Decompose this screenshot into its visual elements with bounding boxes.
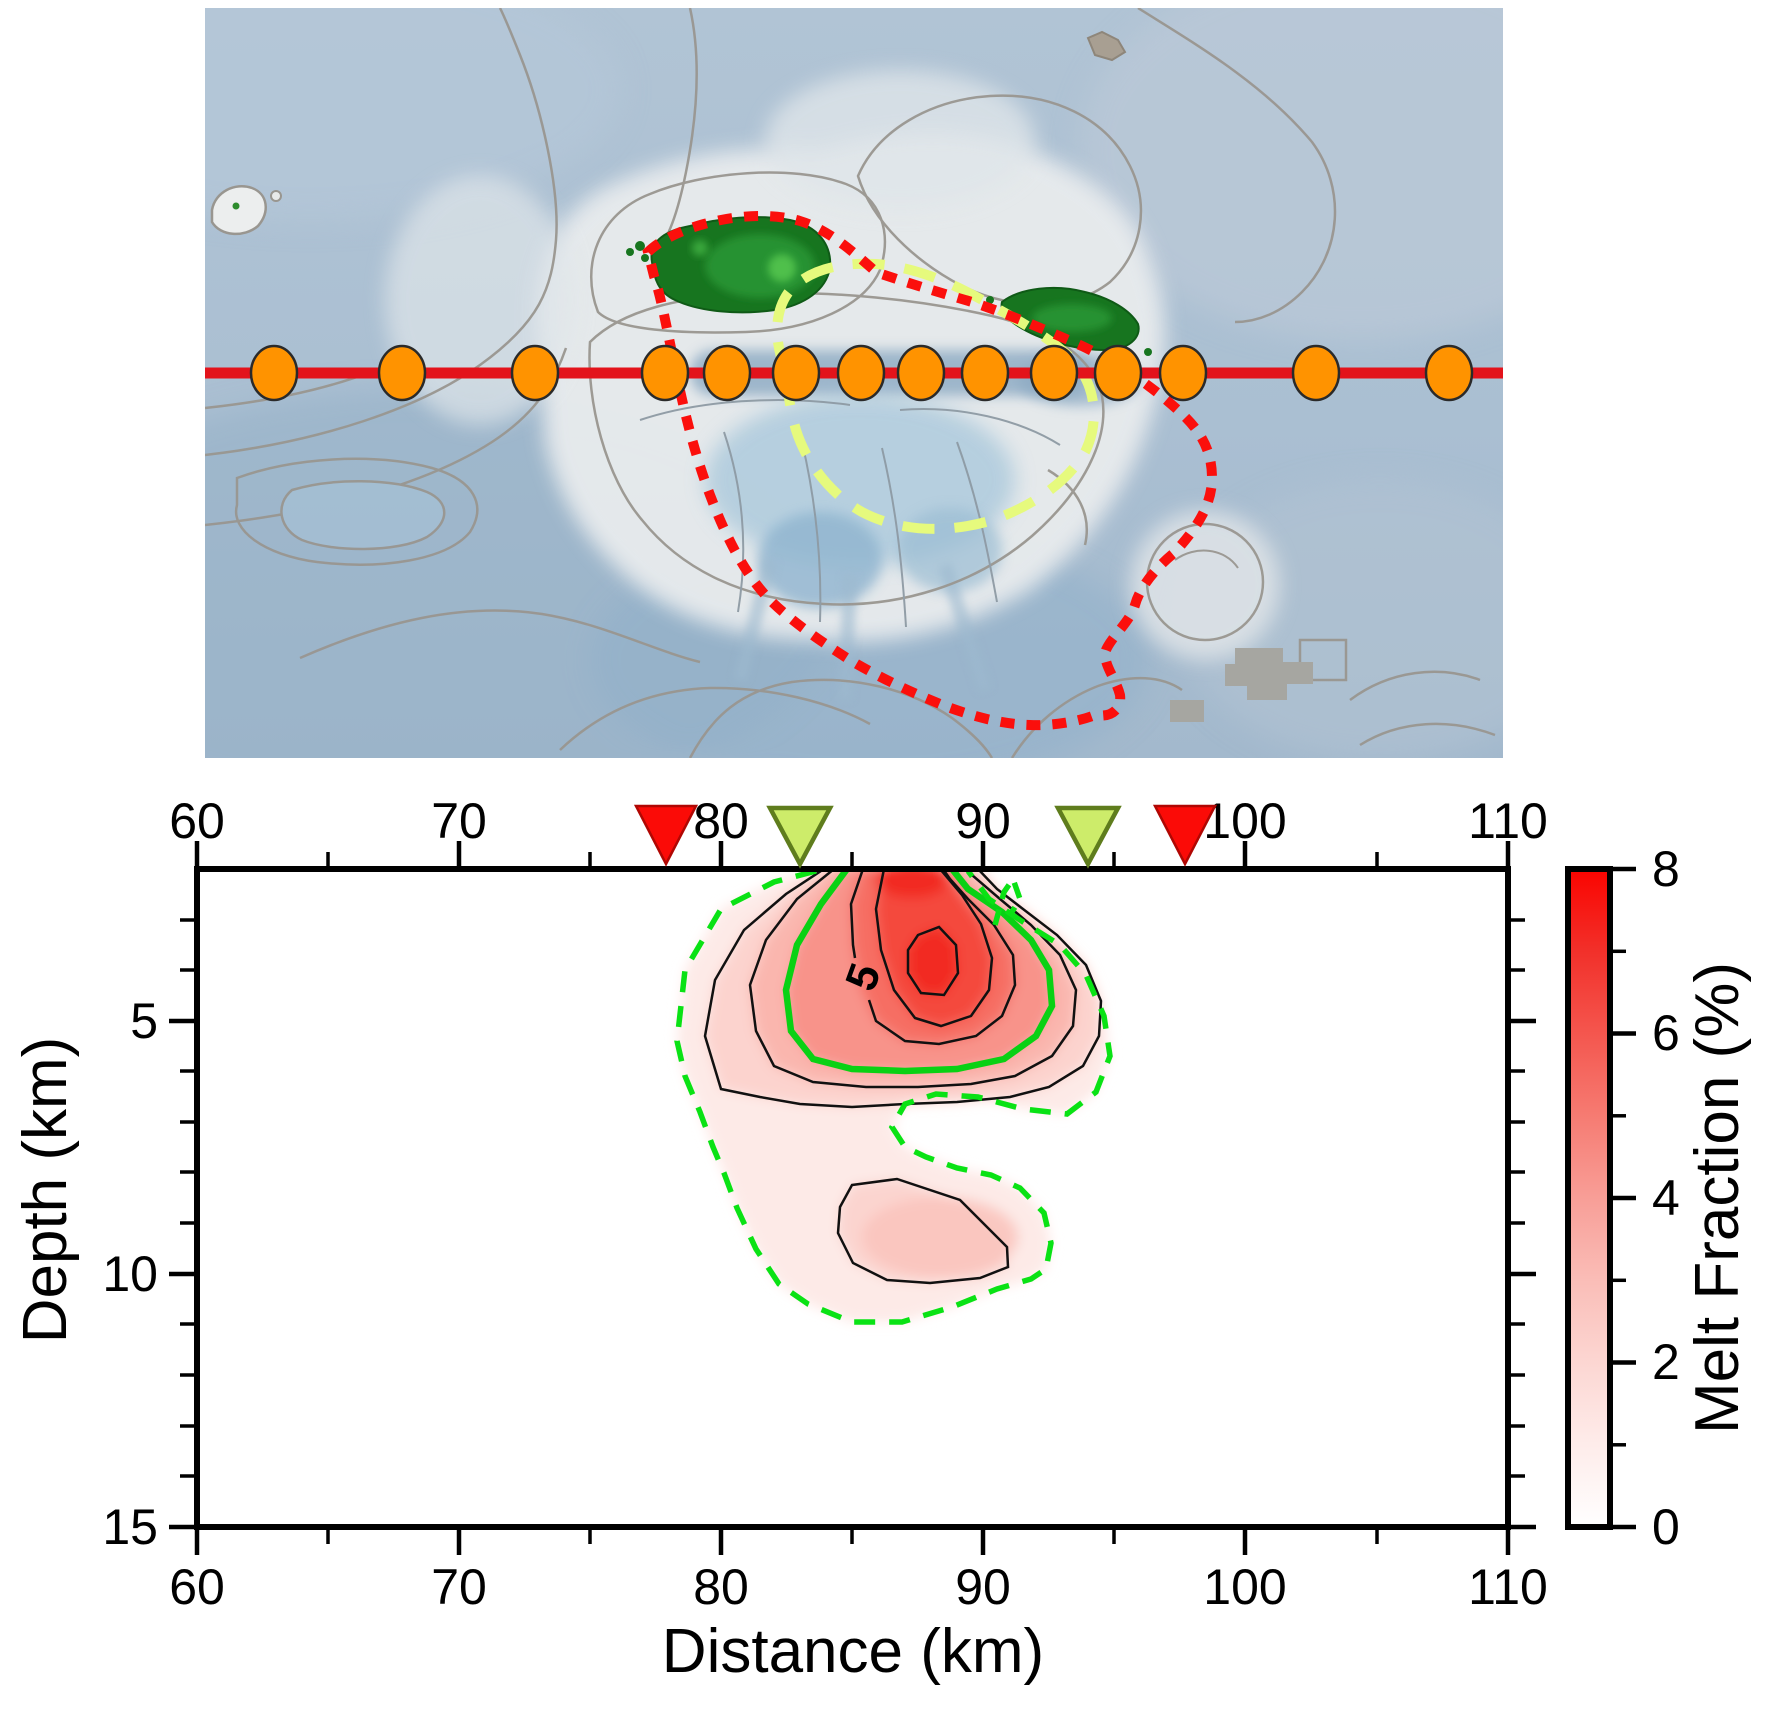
colorbar-labels: 8 6 4 2 0 bbox=[1652, 841, 1680, 1555]
colorbar-title: Melt Fraction (%) bbox=[1683, 962, 1752, 1434]
contour-3pct bbox=[748, 869, 1078, 1089]
obs-station bbox=[377, 344, 427, 402]
contour-5pct-upper bbox=[849, 869, 865, 959]
red-triangle-marker bbox=[633, 804, 699, 867]
red-dotted-caldera-outline bbox=[642, 211, 1218, 731]
lower-lobe-contour-2pct bbox=[836, 1177, 1010, 1285]
x-axis-label: Distance (km) bbox=[662, 1617, 1044, 1686]
top-tick-110: 110 bbox=[1468, 793, 1548, 849]
obs-station bbox=[249, 344, 299, 402]
lower-lobe-core bbox=[862, 1197, 1018, 1277]
colorbar-tick-8: 8 bbox=[1652, 841, 1680, 897]
left-axis-ticks bbox=[169, 918, 197, 1530]
obs-station bbox=[771, 344, 821, 402]
bathymetry-contours bbox=[205, 8, 1496, 758]
marker-triangles bbox=[633, 804, 1218, 869]
gray-landmass-blocks bbox=[1086, 30, 1313, 722]
bottom-tick-80: 80 bbox=[693, 1559, 749, 1615]
y-axis-label: Depth (km) bbox=[11, 1037, 80, 1344]
map-panel bbox=[205, 8, 1503, 758]
bottom-tick-60: 60 bbox=[169, 1559, 225, 1615]
contour-6pct bbox=[874, 869, 994, 1028]
bottom-axis-labels: 60 70 80 90 100 110 bbox=[169, 1559, 1548, 1615]
left-tick-5: 5 bbox=[130, 993, 158, 1049]
bottom-tick-90: 90 bbox=[955, 1559, 1011, 1615]
top-tick-60: 60 bbox=[169, 793, 225, 849]
obs-stations bbox=[249, 344, 1474, 402]
tiny-north-island bbox=[1086, 30, 1127, 62]
colorbar-ticks bbox=[1610, 866, 1636, 1530]
colorbar-tick-6: 6 bbox=[1652, 1005, 1680, 1061]
obs-station bbox=[836, 344, 886, 402]
top-tick-70: 70 bbox=[431, 793, 487, 849]
right-axis-ticks bbox=[1508, 918, 1536, 1530]
bottom-tick-70: 70 bbox=[431, 1559, 487, 1615]
colorbar-tick-2: 2 bbox=[1652, 1334, 1680, 1390]
top-tick-80: 80 bbox=[693, 793, 749, 849]
colorbar-tick-4: 4 bbox=[1652, 1170, 1680, 1226]
cross-section-panel: 5 60 70 80 90 100 110 bbox=[11, 793, 1548, 1686]
left-axis-labels: 5 10 15 bbox=[102, 993, 158, 1555]
left-tick-15: 15 bbox=[102, 1499, 158, 1555]
obs-station bbox=[1424, 344, 1474, 402]
bottom-axis-ticks bbox=[194, 1527, 1511, 1555]
bottom-tick-100: 100 bbox=[1203, 1559, 1286, 1615]
melt-region-7pct bbox=[908, 927, 958, 995]
island-minor bbox=[986, 286, 1152, 356]
colorbar-gradient bbox=[1565, 866, 1613, 1530]
obs-station bbox=[702, 344, 752, 402]
top-axis-labels: 60 70 80 90 100 110 bbox=[169, 793, 1548, 849]
top-axis-ticks bbox=[194, 841, 1511, 869]
obs-station bbox=[960, 344, 1010, 402]
obs-station bbox=[1029, 344, 1079, 402]
obs-station bbox=[896, 344, 946, 402]
yellow-dashed-inner-outline bbox=[772, 258, 1099, 534]
top-tick-100: 100 bbox=[1203, 793, 1286, 849]
green-triangle-marker bbox=[1054, 805, 1122, 869]
obs-station bbox=[510, 344, 560, 402]
colorbar: 8 6 4 2 0 Melt Fraction (%) bbox=[1565, 841, 1752, 1555]
black-contours bbox=[703, 869, 1103, 1285]
obs-station bbox=[1093, 344, 1143, 402]
green-triangle-marker bbox=[766, 805, 834, 869]
top-tick-90: 90 bbox=[955, 793, 1011, 849]
colorbar-tick-0: 0 bbox=[1652, 1499, 1680, 1555]
bottom-tick-110: 110 bbox=[1468, 1559, 1548, 1615]
obs-station bbox=[1291, 344, 1341, 402]
contour-7pct bbox=[906, 925, 960, 997]
red-triangle-marker bbox=[1152, 804, 1218, 867]
west-atoll bbox=[210, 185, 282, 235]
melt-anomaly: 5 bbox=[674, 869, 1113, 1325]
obs-station bbox=[1158, 344, 1208, 402]
left-tick-10: 10 bbox=[102, 1246, 158, 1302]
contour-5pct-lower bbox=[867, 869, 1017, 1046]
obs-station bbox=[640, 344, 690, 402]
melt-core-top bbox=[876, 869, 948, 898]
contour-4pct-green-solid bbox=[782, 869, 1056, 1075]
contour-2pct bbox=[703, 869, 1103, 1109]
island-major bbox=[626, 216, 832, 314]
